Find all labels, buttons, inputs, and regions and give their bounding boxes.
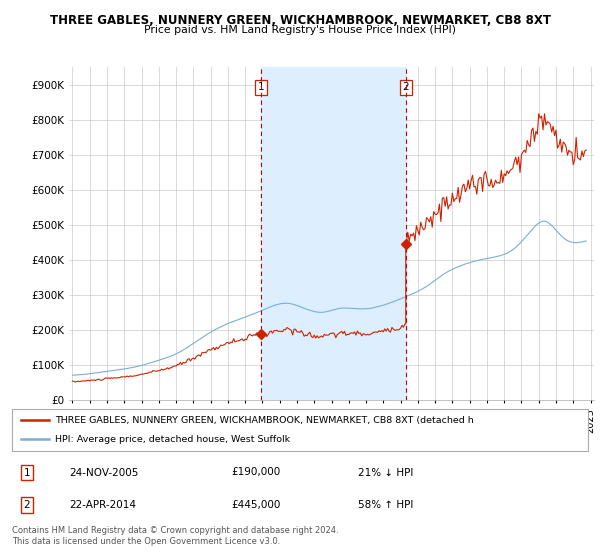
FancyBboxPatch shape [12, 409, 588, 451]
Text: THREE GABLES, NUNNERY GREEN, WICKHAMBROOK, NEWMARKET, CB8 8XT (detached h: THREE GABLES, NUNNERY GREEN, WICKHAMBROO… [55, 416, 474, 424]
Text: 2: 2 [403, 82, 409, 92]
Text: Contains HM Land Registry data © Crown copyright and database right 2024.
This d: Contains HM Land Registry data © Crown c… [12, 526, 338, 546]
Bar [261, 67, 406, 400]
Text: 2: 2 [23, 500, 30, 510]
Text: 1: 1 [23, 468, 30, 478]
Text: £190,000: £190,000 [231, 468, 280, 478]
Text: Price paid vs. HM Land Registry's House Price Index (HPI): Price paid vs. HM Land Registry's House … [144, 25, 456, 35]
Text: 24-NOV-2005: 24-NOV-2005 [70, 468, 139, 478]
Text: 22-APR-2014: 22-APR-2014 [70, 500, 137, 510]
Text: 58% ↑ HPI: 58% ↑ HPI [358, 500, 413, 510]
Text: 21% ↓ HPI: 21% ↓ HPI [358, 468, 413, 478]
Text: HPI: Average price, detached house, West Suffolk: HPI: Average price, detached house, West… [55, 435, 290, 444]
Text: THREE GABLES, NUNNERY GREEN, WICKHAMBROOK, NEWMARKET, CB8 8XT: THREE GABLES, NUNNERY GREEN, WICKHAMBROO… [49, 14, 551, 27]
Text: £445,000: £445,000 [231, 500, 280, 510]
Text: 1: 1 [258, 82, 265, 92]
